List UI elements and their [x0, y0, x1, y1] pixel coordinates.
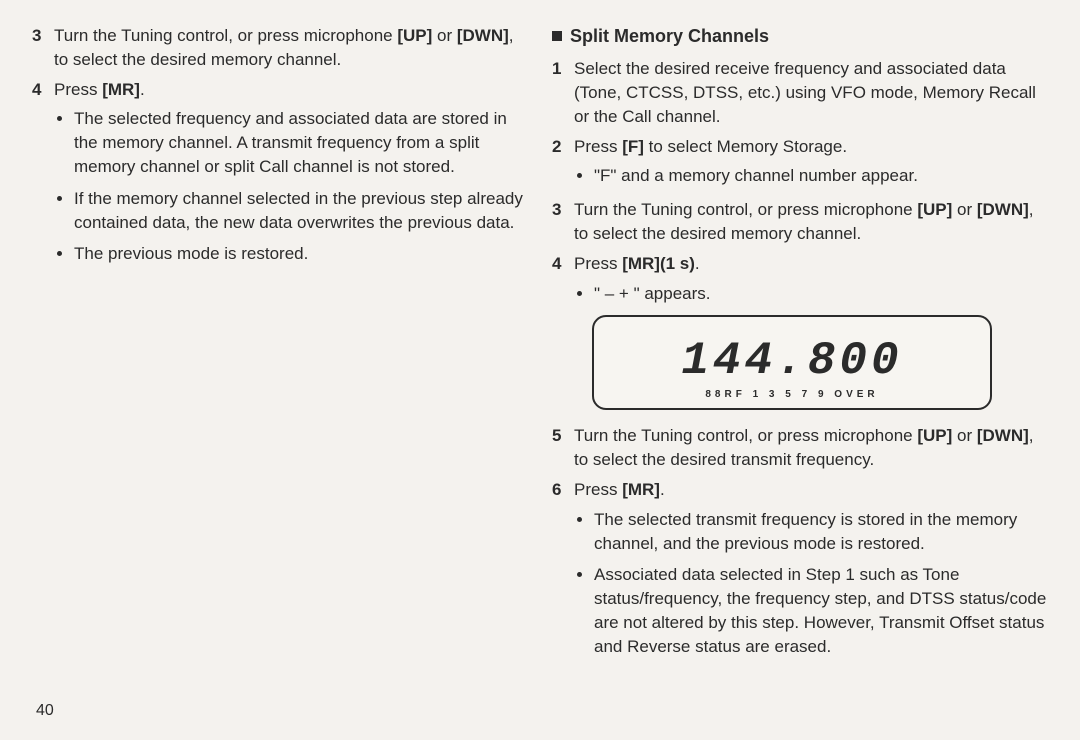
step6-bullets: The selected transmit frequency is store…: [552, 508, 1048, 659]
step-number: 3: [552, 198, 574, 246]
lcd-subtext: 88RF 1 3 5 7 9 OVER: [594, 388, 990, 402]
text: Press: [574, 137, 622, 156]
step-text: Select the desired receive frequency and…: [574, 57, 1048, 128]
text: .: [695, 254, 700, 273]
key-mr-1s: [MR](1 s): [622, 254, 695, 273]
text: Turn the Tuning control, or press microp…: [54, 26, 397, 45]
step-text: Press [MR].: [574, 478, 1048, 502]
text: or: [952, 426, 977, 445]
step-text: Press [MR].: [54, 78, 528, 102]
bullet-item: "F" and a memory channel number appear.: [594, 164, 1048, 188]
step-number: 2: [552, 135, 574, 159]
section-title: Split Memory Channels: [552, 24, 1048, 49]
page-number: 40: [36, 700, 54, 722]
step-text: Turn the Tuning control, or press microp…: [574, 424, 1048, 472]
text: .: [140, 80, 145, 99]
text: Turn the Tuning control, or press microp…: [574, 426, 917, 445]
lcd-display: – + 144.800 88RF 1 3 5 7 9 OVER: [592, 315, 992, 410]
key-dwn: [DWN]: [977, 426, 1029, 445]
right-column: Split Memory Channels 1 Select the desir…: [540, 24, 1060, 730]
key-mr: [MR]: [102, 80, 140, 99]
step4-bullets: " – + " appears.: [552, 282, 1048, 306]
left-bullets: The selected frequency and associated da…: [32, 107, 528, 266]
key-mr: [MR]: [622, 480, 660, 499]
lcd-digits: 144.800: [594, 329, 990, 393]
bullet-item: The selected transmit frequency is store…: [594, 508, 1048, 556]
key-dwn: [DWN]: [457, 26, 509, 45]
bullet-item: " – + " appears.: [594, 282, 1048, 306]
left-step-3: 3 Turn the Tuning control, or press micr…: [32, 24, 528, 72]
key-f: [F]: [622, 137, 644, 156]
step-number: 6: [552, 478, 574, 502]
square-icon: [552, 31, 562, 41]
key-up: [UP]: [397, 26, 432, 45]
step-number: 1: [552, 57, 574, 128]
key-dwn: [DWN]: [977, 200, 1029, 219]
text: .: [660, 480, 665, 499]
text: or: [952, 200, 977, 219]
step-number: 4: [32, 78, 54, 102]
bullet-item: If the memory channel selected in the pr…: [74, 187, 528, 235]
text: Press: [574, 254, 622, 273]
step-text: Press [F] to select Memory Storage.: [574, 135, 1048, 159]
key-up: [UP]: [917, 426, 952, 445]
lcd-frame: 144.800 88RF 1 3 5 7 9 OVER: [592, 315, 992, 410]
step-text: Press [MR](1 s).: [574, 252, 1048, 276]
step-number: 3: [32, 24, 54, 72]
right-step-3: 3 Turn the Tuning control, or press micr…: [552, 198, 1048, 246]
right-step-6: 6 Press [MR].: [552, 478, 1048, 502]
step-text: Turn the Tuning control, or press microp…: [574, 198, 1048, 246]
left-step-4: 4 Press [MR].: [32, 78, 528, 102]
bullet-item: The previous mode is restored.: [74, 242, 528, 266]
step2-bullets: "F" and a memory channel number appear.: [552, 164, 1048, 188]
step-text: Turn the Tuning control, or press microp…: [54, 24, 528, 72]
text: Turn the Tuning control, or press microp…: [574, 200, 917, 219]
bullet-item: Associated data selected in Step 1 such …: [594, 563, 1048, 658]
bullet-item: The selected frequency and associated da…: [74, 107, 528, 178]
manual-page: 3 Turn the Tuning control, or press micr…: [0, 0, 1080, 740]
text: or: [432, 26, 457, 45]
text: to select Memory Storage.: [644, 137, 847, 156]
left-column: 3 Turn the Tuning control, or press micr…: [20, 24, 540, 730]
right-step-4: 4 Press [MR](1 s).: [552, 252, 1048, 276]
right-step-1: 1 Select the desired receive frequency a…: [552, 57, 1048, 128]
key-up: [UP]: [917, 200, 952, 219]
step-number: 5: [552, 424, 574, 472]
right-step-2: 2 Press [F] to select Memory Storage.: [552, 135, 1048, 159]
step-number: 4: [552, 252, 574, 276]
right-step-5: 5 Turn the Tuning control, or press micr…: [552, 424, 1048, 472]
title-text: Split Memory Channels: [570, 26, 769, 46]
text: Press: [574, 480, 622, 499]
text: Press: [54, 80, 102, 99]
